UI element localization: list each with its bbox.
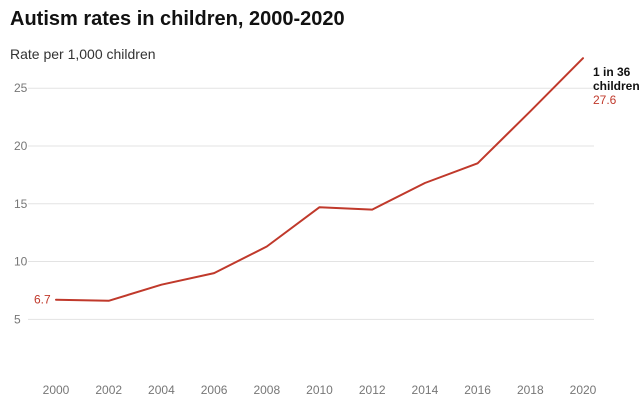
y-tick-label: 5 bbox=[14, 312, 21, 326]
y-tick-label: 10 bbox=[14, 255, 28, 269]
x-tick-label: 2002 bbox=[95, 383, 122, 397]
x-tick-label: 2012 bbox=[359, 383, 386, 397]
x-axis-ticks: 2000 2002 2004 2006 2008 2010 2012 2014 2016 2018… bbox=[43, 383, 597, 397]
y-tick-label: 20 bbox=[14, 139, 28, 153]
x-tick-label: 2006 bbox=[201, 383, 228, 397]
grid-lines bbox=[28, 87, 594, 320]
end-value-label: 27.6 bbox=[593, 93, 617, 107]
x-tick-label: 2020 bbox=[570, 383, 597, 397]
x-tick-label: 2004 bbox=[148, 383, 175, 397]
y-tick-label: 15 bbox=[14, 197, 28, 211]
x-tick-label: 2010 bbox=[306, 383, 333, 397]
series-group bbox=[55, 57, 584, 302]
annotation-line-2: children bbox=[593, 79, 640, 93]
start-value-label: 6.7 bbox=[34, 293, 51, 307]
chart-subtitle: Rate per 1,000 children bbox=[10, 46, 156, 62]
chart-title: Autism rates in children, 2000-2020 bbox=[10, 8, 345, 30]
x-tick-label: 2008 bbox=[253, 383, 280, 397]
y-axis-ticks: 5 10 15 20 25 bbox=[14, 81, 28, 326]
x-tick-label: 2016 bbox=[464, 383, 491, 397]
x-tick-label: 2014 bbox=[412, 383, 439, 397]
annotation-line-1: 1 in 36 bbox=[593, 65, 631, 79]
series-line bbox=[55, 57, 584, 302]
y-tick-label: 25 bbox=[14, 81, 28, 95]
x-tick-label: 2018 bbox=[517, 383, 544, 397]
x-tick-label: 2000 bbox=[43, 383, 70, 397]
